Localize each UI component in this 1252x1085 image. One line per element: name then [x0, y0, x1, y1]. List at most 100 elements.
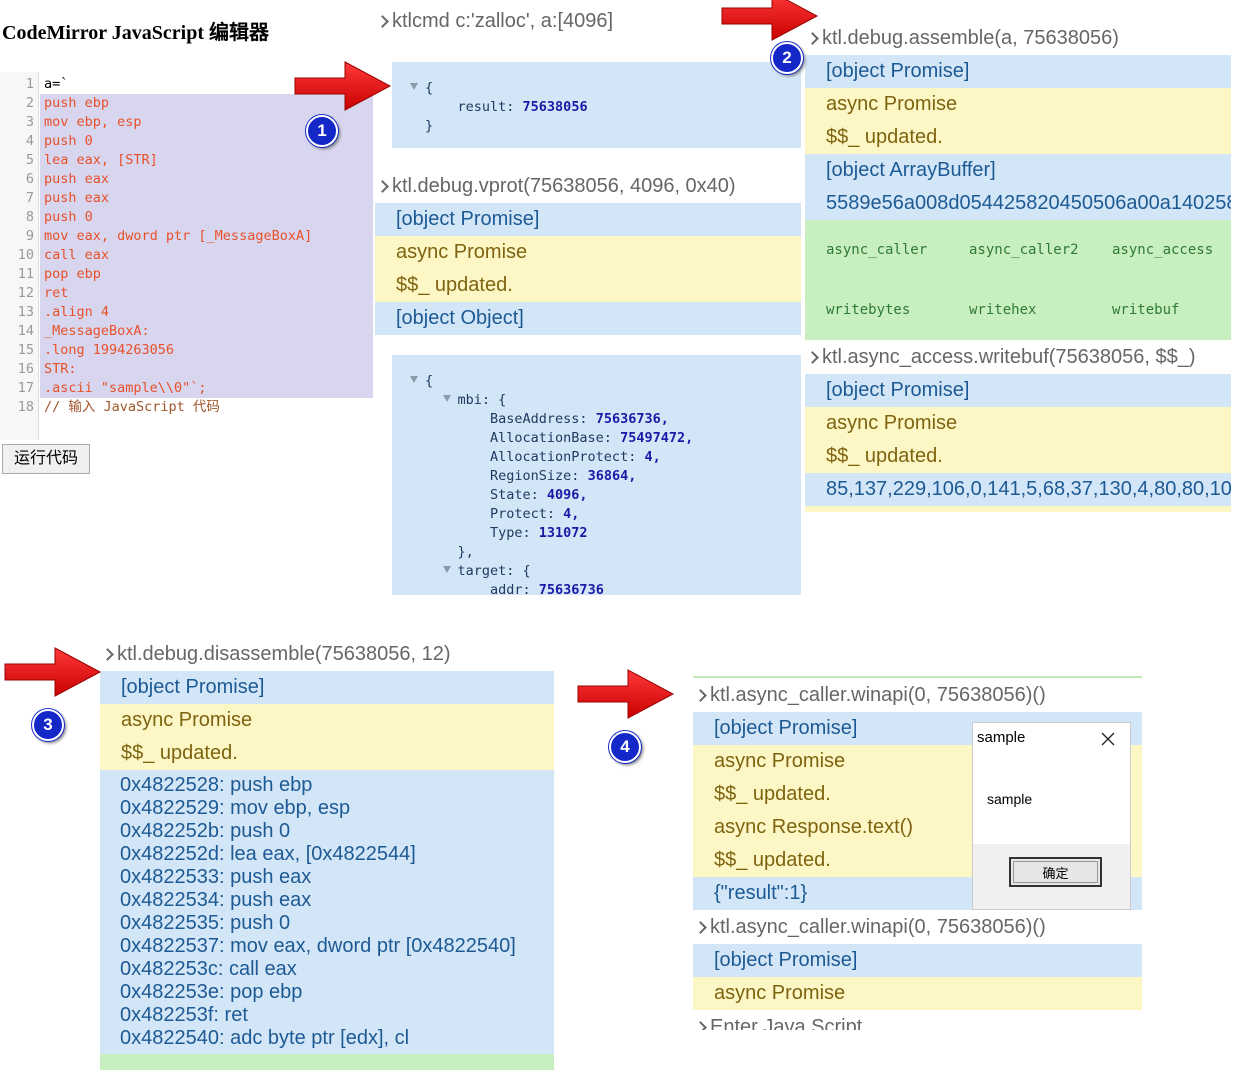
json-line: {	[410, 372, 801, 391]
code-text: STR:	[44, 361, 77, 377]
arrow	[4, 647, 102, 697]
line-number: 1	[25, 76, 34, 92]
output-row: async Promise	[375, 236, 801, 269]
command: ktl.async_caller.winapi(0, 75638056)()	[693, 910, 1142, 944]
output-row: async Promise $$_ updated.	[805, 407, 1231, 473]
code-line: 13 .align 4	[0, 303, 373, 322]
close-icon[interactable]	[1101, 732, 1115, 746]
line-number: 4	[25, 133, 34, 149]
console-panel: ktl.debug.assemble(a, 75638056) [object P…	[805, 21, 1231, 515]
code-line: 5 lea eax, [STR]	[0, 151, 373, 170]
line-number: 5	[25, 152, 34, 168]
code-text: mov ebp, esp	[44, 114, 142, 130]
line-number: 17	[17, 380, 34, 396]
asm-line: 0x482253c: call eax	[120, 958, 297, 980]
output-row: async Promise	[693, 977, 1142, 1010]
output-row: [object Promise]	[693, 944, 1142, 977]
toggle-icon	[410, 376, 418, 383]
method-button[interactable]: writebytes	[826, 302, 911, 318]
line-number: 13	[17, 304, 34, 320]
command: ktlcmd c:'zalloc', a:[4096]	[375, 4, 801, 38]
code-line: 7 push eax	[0, 189, 373, 208]
output-row: [object Object]	[375, 302, 801, 335]
command: ktl.debug.vprot(75638056, 4096, 0x40)	[375, 169, 801, 203]
method-button[interactable]: writebuf	[1112, 302, 1180, 318]
arrow	[577, 669, 675, 719]
line-number: 18	[17, 399, 34, 415]
json-view: { result: 75638056}	[392, 62, 801, 148]
code-line: 16 STR:	[0, 360, 373, 379]
output-text: $$_ updated.	[121, 742, 238, 764]
output-text: async Promise	[714, 982, 846, 1004]
json-key: RegionSize:	[425, 468, 588, 484]
line-number: 11	[17, 266, 34, 282]
json-line: AllocationProtect: 4,	[425, 448, 801, 467]
run-button[interactable]: 运行代码	[2, 444, 90, 474]
output-text: async Promise	[826, 93, 958, 115]
code-line: 10 call eax	[0, 246, 373, 265]
code-line: 3 mov ebp, esp	[0, 113, 373, 132]
command: ktl.async_access.writebuf(75638056, $$_)	[805, 340, 1231, 374]
output-row: [object ArrayBuffer] 5589e56a008d05442582…	[805, 154, 1231, 220]
json-line: result: 75638056	[425, 98, 801, 117]
output-text: [object Promise]	[121, 676, 265, 698]
asm-line: 0x482253f: ret	[120, 1004, 248, 1026]
json-value: 4,	[644, 449, 661, 465]
code-text: call eax	[44, 247, 110, 263]
toggle-icon	[442, 566, 451, 573]
json-line: },	[425, 543, 801, 562]
command: ktl.debug.disassemble(75638056, 12)	[100, 637, 554, 671]
json-key: AllocationProtect:	[425, 449, 645, 465]
json-value: 75638056	[522, 99, 588, 115]
indent	[425, 563, 458, 579]
output-text: 85,137,229,106,0,141,5,68,37,130,4,80,80…	[826, 478, 1231, 500]
json-text: mbi: {	[457, 392, 507, 408]
asm-line: 0x4822528: push ebp	[120, 774, 313, 796]
line-number: 7	[25, 190, 34, 206]
json-value: 4096,	[546, 487, 588, 503]
code-text: _MessageBoxA:	[44, 323, 150, 339]
method-button[interactable]: async_caller2	[969, 242, 1079, 258]
json-text: {	[425, 373, 434, 389]
json-line: mbi: {	[425, 391, 801, 410]
asm-line: 0x4822534: push eax	[120, 889, 312, 911]
gutter	[0, 72, 39, 440]
code-text: push eax	[44, 171, 110, 187]
json-line: RegionSize: 36864,	[425, 467, 801, 486]
json-line: State: 4096,	[425, 486, 801, 505]
badge: 3	[32, 709, 64, 741]
command: Enter Java Script	[693, 1010, 1142, 1030]
json-key: Type:	[425, 525, 539, 541]
line-number: 14	[17, 323, 34, 339]
json-value: 131072	[538, 525, 588, 541]
method-button[interactable]: async_caller	[826, 242, 928, 258]
ok-button[interactable]: 确定	[1009, 857, 1102, 887]
json-line: {	[410, 79, 801, 98]
output-text: $$_ updated.	[714, 783, 831, 805]
json-line: }	[425, 117, 801, 136]
output-row: async Promise $$_ updated.	[100, 704, 554, 770]
toggle-icon	[410, 83, 418, 90]
asm-line: 0x4822537: mov eax, dword ptr [0x4822540…	[120, 935, 516, 957]
code-editor[interactable]: 1 a=` 2 push ebp 3 mov ebp, esp 4 push 0 5 lea ea…	[0, 72, 373, 440]
method-button[interactable]: writehex	[969, 302, 1037, 318]
code-text: push eax	[44, 190, 110, 206]
output-text: [object Promise]	[714, 717, 858, 739]
console-panel: ktl.async_caller.winapi(0, 75638056)() [o…	[693, 676, 1142, 1030]
code-text: pop ebp	[44, 266, 101, 282]
method-button[interactable]: async_access	[1112, 242, 1214, 258]
line-number: 2	[25, 95, 34, 111]
output-text: async Promise	[121, 709, 253, 731]
editor-title: CodeMirror JavaScript 编辑器	[2, 22, 270, 44]
dialog-title: sample	[977, 729, 1026, 746]
disassembly: 0x4822528: push ebp 0x4822529: mov ebp, e…	[100, 770, 554, 1054]
code-text: .long 1994263056	[44, 342, 175, 358]
json-text: {	[425, 80, 434, 96]
json-text: }	[425, 118, 434, 134]
json-value: 36864,	[587, 468, 637, 484]
output-text: $$_ updated.	[396, 274, 513, 296]
code-text: .ascii "sample\\0"`;	[44, 380, 207, 396]
code-line: 4 push 0	[0, 132, 373, 151]
code-line: 12 ret	[0, 284, 373, 303]
output-row: [object Promise]	[805, 374, 1231, 407]
